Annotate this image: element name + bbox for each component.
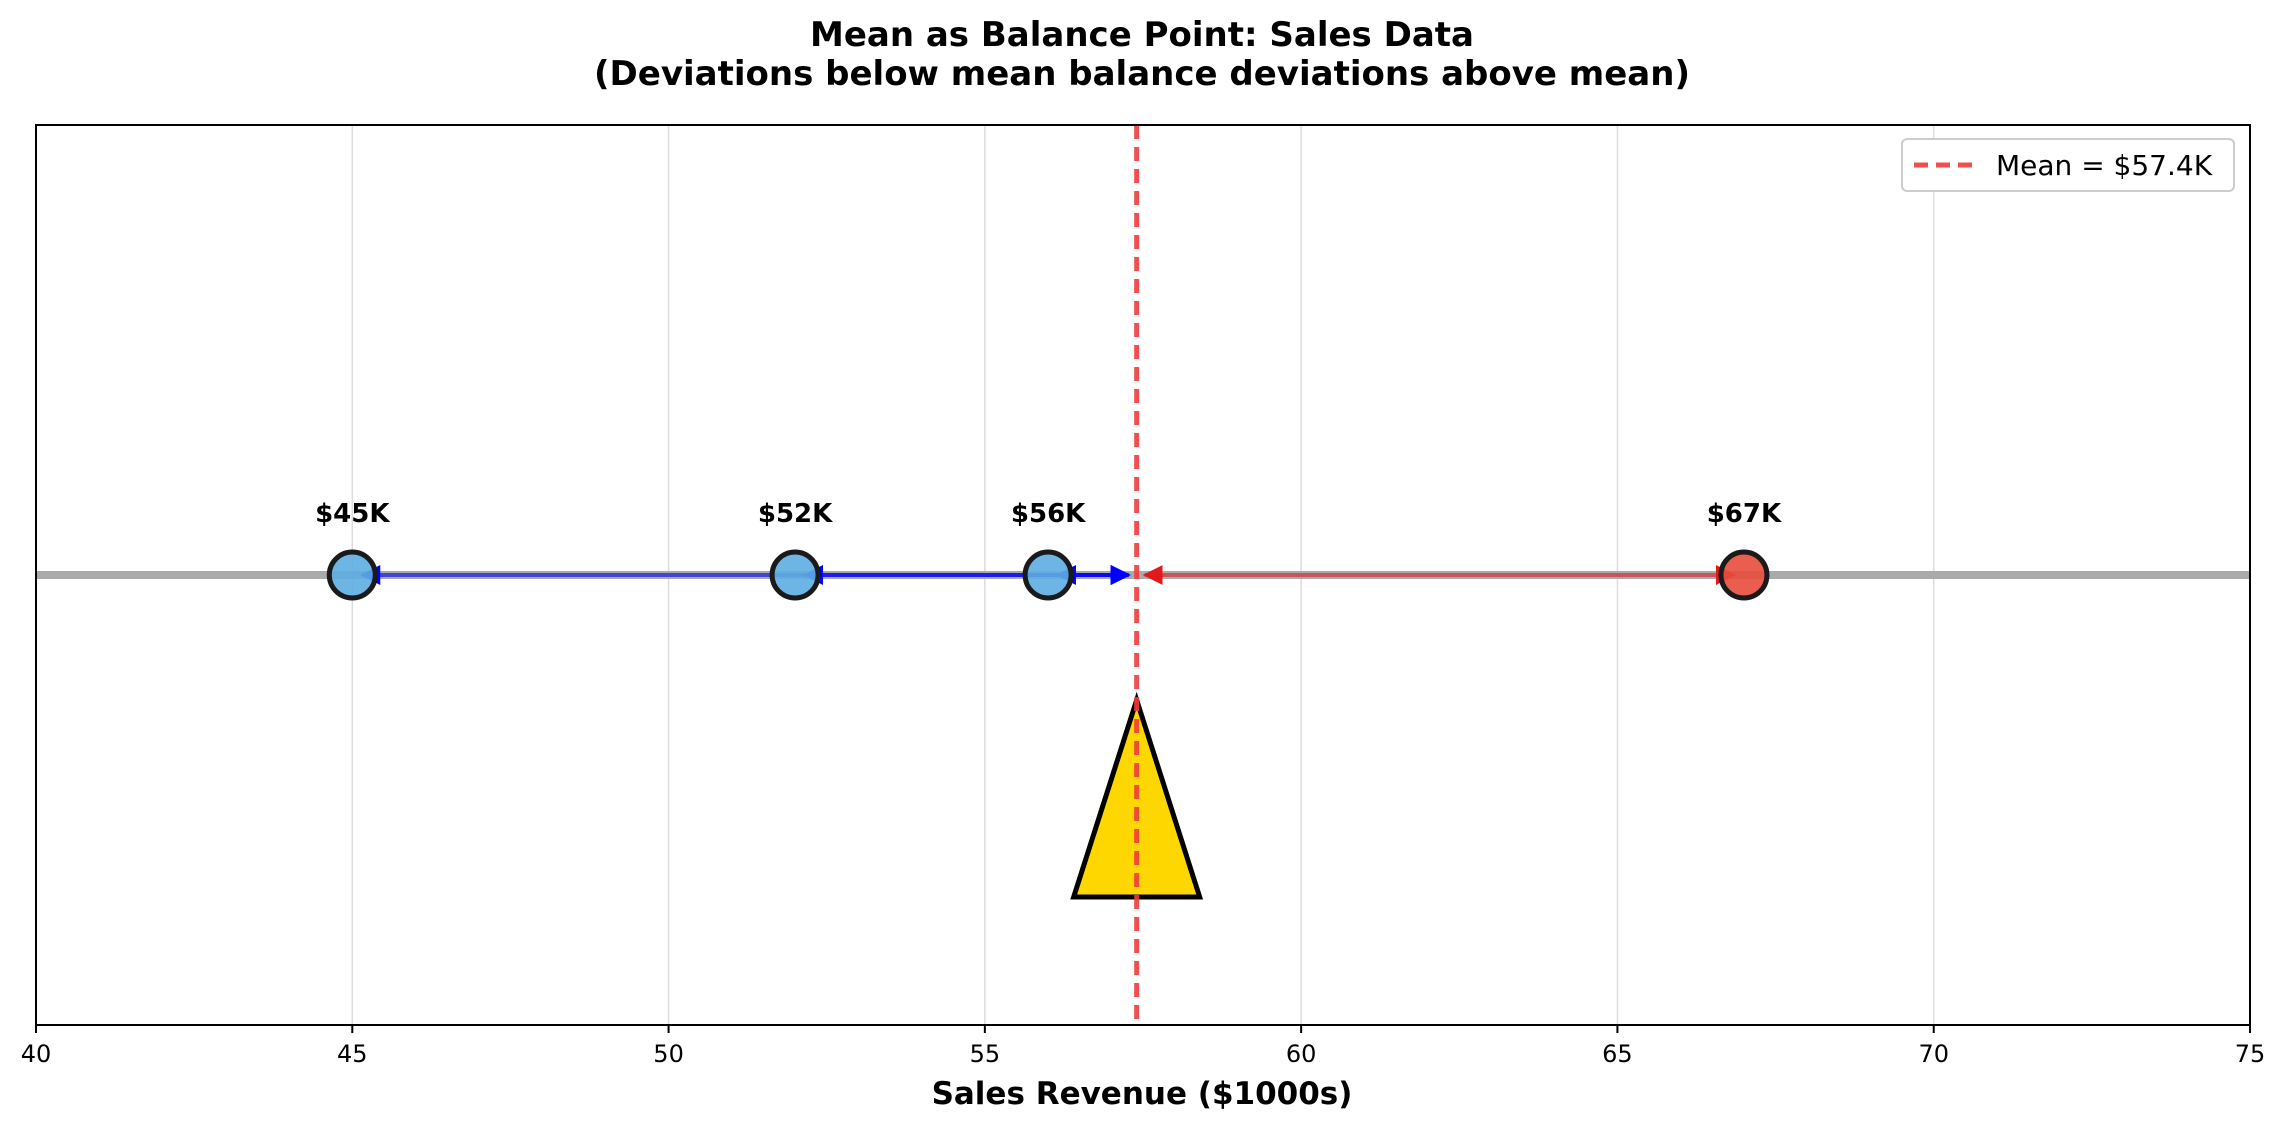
x-tick-label: 55 <box>970 1040 1001 1068</box>
plot-frame <box>35 124 2251 1026</box>
chart-title-line-2: (Deviations below mean balance deviation… <box>594 54 1690 94</box>
x-tick-label: 65 <box>1602 1040 1633 1068</box>
data-point-67 <box>1718 549 1770 601</box>
data-point-45 <box>326 549 378 601</box>
legend: Mean = $57.4K <box>1901 138 2235 192</box>
legend-box <box>1901 138 2235 192</box>
x-tick-label: 70 <box>1918 1040 1949 1068</box>
x-axis-ticks: 40 45 50 55 60 65 70 75 <box>21 1025 2266 1068</box>
x-tick-label: 60 <box>1286 1040 1317 1068</box>
data-point-56 <box>1022 549 1074 601</box>
data-point-52 <box>769 549 821 601</box>
x-tick-label: 45 <box>337 1040 368 1068</box>
point-label-56: $56K <box>1011 499 1086 529</box>
point-label-45: $45K <box>315 499 390 529</box>
x-tick-label: 75 <box>2235 1040 2266 1068</box>
x-tick-label: 40 <box>21 1040 52 1068</box>
point-label-52: $52K <box>758 499 833 529</box>
point-labels: $45K $52K $56K $67K <box>315 499 1782 529</box>
x-axis-label: Sales Revenue ($1000s) <box>932 1076 1353 1112</box>
x-tick-label: 50 <box>653 1040 684 1068</box>
point-label-67: $67K <box>1707 499 1782 529</box>
data-points <box>326 549 1770 601</box>
legend-mean-label: Mean = $57.4K <box>1996 149 2213 182</box>
chart-title-line-1: Mean as Balance Point: Sales Data <box>810 15 1474 55</box>
